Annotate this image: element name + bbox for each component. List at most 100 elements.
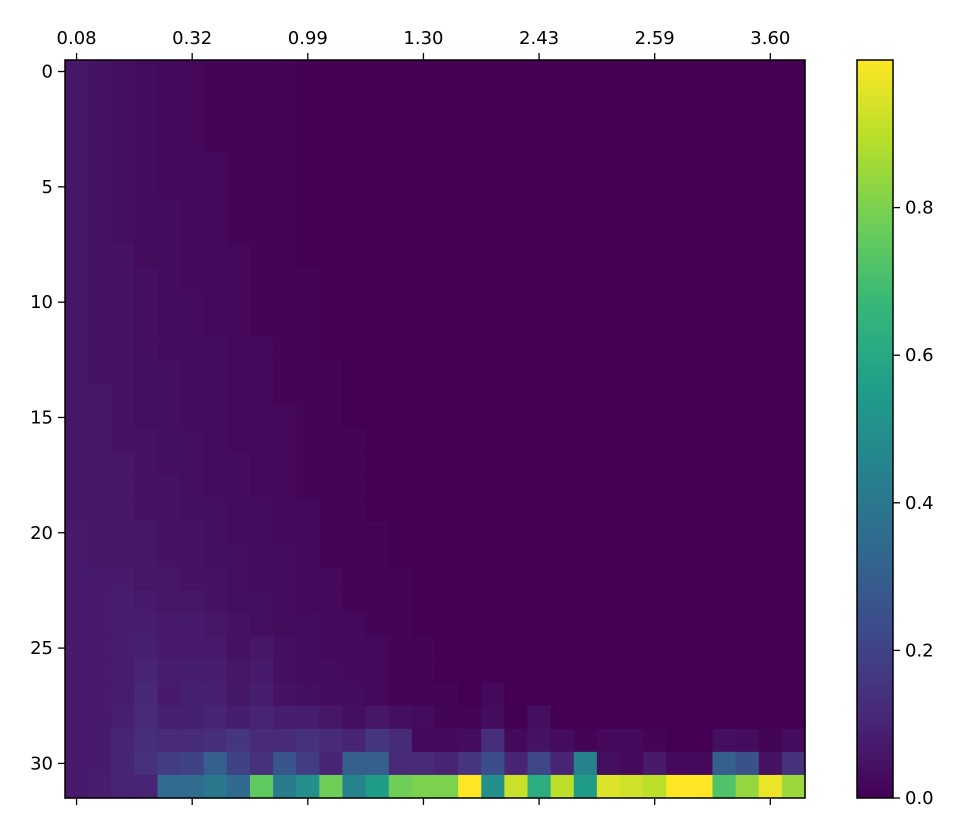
x-tick-label: 0.08 (57, 28, 97, 49)
heatmap-cell-23-4 (157, 590, 182, 615)
heatmap-cell-31-30 (758, 774, 783, 799)
heatmap-cell-3-31 (781, 129, 806, 153)
heatmap-cell-8-16 (435, 244, 459, 269)
heatmap-cell-4-24 (620, 152, 644, 176)
heatmap-cell-20-6 (203, 521, 228, 545)
heatmap-cell-2-3 (134, 106, 159, 130)
heatmap-cell-2-9 (273, 106, 297, 130)
heatmap-cell-20-5 (180, 521, 205, 545)
heatmap-cell-14-10 (296, 382, 320, 407)
heatmap-cell-4-30 (758, 152, 783, 176)
plot-frame (64, 59, 806, 799)
heatmap-cell-27-13 (365, 682, 390, 707)
heatmap-cell-30-23 (596, 751, 621, 776)
heatmap-cell-8-26 (666, 244, 690, 269)
heatmap-cell-18-2 (111, 475, 135, 499)
heatmap-cell-7-0 (65, 221, 89, 246)
heatmap-cell-23-22 (573, 590, 598, 615)
heatmap-cell-22-5 (180, 567, 205, 592)
heatmap-cell-24-5 (180, 613, 205, 638)
heatmap-cell-11-4 (157, 313, 182, 338)
heatmap-cell-0-15 (411, 60, 436, 84)
heatmap-cell-11-23 (596, 313, 621, 338)
heatmap-cell-16-28 (712, 429, 737, 453)
heatmap-cell-9-6 (203, 267, 228, 292)
heatmap-cell-26-27 (689, 659, 714, 684)
heatmap-cell-23-10 (296, 590, 320, 615)
heatmap-cell-23-9 (273, 590, 297, 615)
heatmap-cell-23-28 (712, 590, 737, 615)
heatmap-cell-24-16 (435, 613, 459, 638)
heatmap-cell-13-10 (296, 359, 320, 384)
heatmap-cell-6-9 (273, 198, 297, 223)
heatmap-cell-26-29 (735, 659, 760, 684)
heatmap-cell-16-13 (365, 429, 390, 453)
heatmap-cell-19-13 (365, 498, 390, 522)
heatmap-cell-24-25 (643, 613, 667, 638)
heatmap-cell-15-24 (620, 405, 644, 430)
heatmap-cell-4-6 (203, 152, 228, 176)
heatmap-cell-10-29 (735, 290, 760, 315)
heatmap-cell-13-7 (226, 359, 251, 384)
heatmap-cell-8-18 (481, 244, 505, 269)
heatmap-cell-25-27 (689, 636, 714, 661)
heatmap-cell-18-4 (157, 475, 182, 499)
heatmap-cell-26-11 (319, 659, 344, 684)
heatmap-cell-18-15 (411, 475, 436, 499)
heatmap-cell-19-25 (643, 498, 667, 522)
heatmap-cell-27-17 (458, 682, 482, 707)
heatmap-cell-21-4 (157, 544, 182, 568)
heatmap-cell-2-0 (65, 106, 89, 130)
heatmap-cell-15-12 (342, 405, 367, 430)
x-tick-label: 3.60 (750, 28, 790, 49)
heatmap-cell-23-30 (758, 590, 783, 615)
heatmap-cell-23-27 (689, 590, 714, 615)
heatmap-cell-26-28 (712, 659, 737, 684)
heatmap-cell-0-11 (319, 60, 344, 84)
heatmap-cell-4-2 (111, 152, 135, 176)
heatmap-cell-25-3 (134, 636, 159, 661)
heatmap-cell-15-2 (111, 405, 135, 430)
heatmap-cell-22-28 (712, 567, 737, 592)
heatmap-cell-29-20 (527, 728, 552, 753)
heatmap-cell-5-15 (411, 175, 436, 199)
heatmap-cell-7-27 (689, 221, 714, 246)
heatmap-cell-12-2 (111, 336, 135, 361)
heatmap-cell-25-9 (273, 636, 297, 661)
heatmap-cell-4-25 (643, 152, 667, 176)
heatmap-cell-13-22 (573, 359, 598, 384)
heatmap-cell-7-13 (365, 221, 390, 246)
heatmap-cell-0-28 (712, 60, 737, 84)
heatmap-cell-4-27 (689, 152, 714, 176)
heatmap-cell-16-29 (735, 429, 760, 453)
heatmap-cell-9-20 (527, 267, 552, 292)
heatmap-cell-11-18 (481, 313, 505, 338)
heatmap-cell-6-5 (180, 198, 205, 223)
heatmap-cell-9-29 (735, 267, 760, 292)
heatmap-cell-24-17 (458, 613, 482, 638)
heatmap-cell-4-7 (226, 152, 251, 176)
heatmap-cell-21-13 (365, 544, 390, 568)
heatmap-cell-29-4 (157, 728, 182, 753)
heatmap-cell-6-6 (203, 198, 228, 223)
heatmap-cell-10-6 (203, 290, 228, 315)
heatmap-cell-6-23 (596, 198, 621, 223)
heatmap-cell-25-22 (573, 636, 598, 661)
heatmap-cell-31-21 (550, 774, 575, 799)
heatmap-cell-12-27 (689, 336, 714, 361)
heatmap-cell-17-21 (550, 452, 575, 476)
heatmap-cell-26-4 (157, 659, 182, 684)
heatmap-cell-21-21 (550, 544, 575, 568)
heatmap-cell-28-24 (620, 705, 644, 730)
heatmap-cell-31-29 (735, 774, 760, 799)
heatmap-cell-22-0 (65, 567, 89, 592)
heatmap-cell-18-1 (88, 475, 112, 499)
heatmap-cell-29-22 (573, 728, 598, 753)
heatmap-cell-11-16 (435, 313, 459, 338)
heatmap-cell-16-4 (157, 429, 182, 453)
heatmap-cell-14-17 (458, 382, 482, 407)
heatmap-cell-13-20 (527, 359, 552, 384)
heatmap-cell-30-2 (111, 751, 135, 776)
heatmap-cell-21-5 (180, 544, 205, 568)
heatmap-cell-25-8 (250, 636, 274, 661)
